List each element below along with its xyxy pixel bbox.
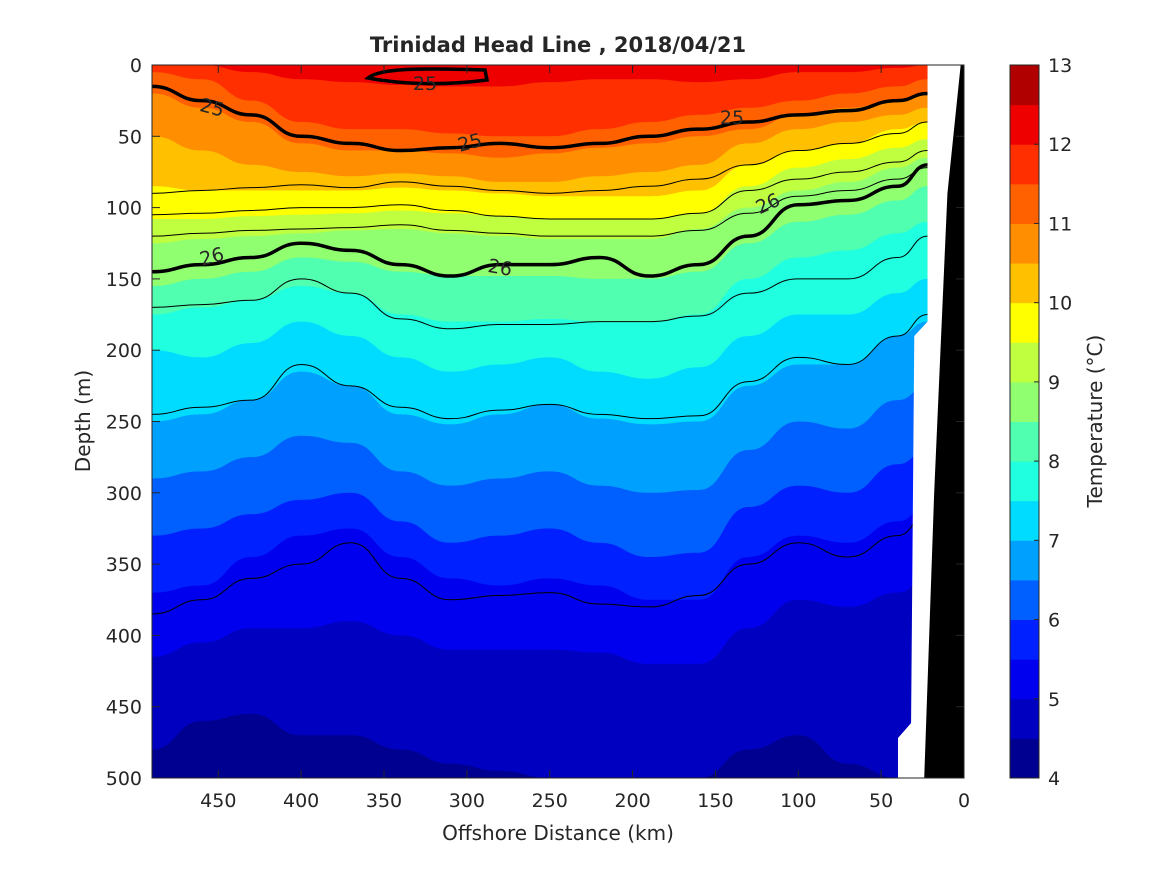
colorbar-swatch — [1010, 540, 1039, 581]
colorbar-swatch — [1010, 738, 1039, 779]
y-tick-label: 200 — [106, 340, 142, 362]
x-tick-label: 400 — [283, 790, 319, 812]
y-tick-label: 350 — [106, 554, 142, 576]
density-contour-26 — [152, 163, 928, 278]
y-axis-label: Depth (m) — [71, 370, 95, 472]
colorbar-tick-label: 12 — [1048, 134, 1072, 156]
x-tick-label: 250 — [532, 790, 568, 812]
y-tick-label: 250 — [106, 412, 142, 434]
colorbar-swatch — [1010, 421, 1039, 462]
density-contour-thin — [152, 167, 928, 237]
colorbar-label: Temperature (°C) — [1083, 335, 1107, 509]
colorbar-swatch — [1010, 144, 1039, 185]
seafloor-region — [924, 65, 964, 778]
colorbar-frame — [1009, 64, 1040, 779]
contour-label: 25 — [413, 73, 437, 95]
density-contour-25 — [152, 84, 928, 153]
temperature-band-5 — [152, 578, 928, 778]
colorbar-tick-label: 11 — [1048, 213, 1072, 235]
colorbar-tick-label: 7 — [1048, 530, 1060, 552]
no-data-notch — [898, 722, 912, 778]
x-axis-label: Offshore Distance (km) — [442, 821, 674, 845]
density-contour-25-loop — [364, 67, 490, 86]
y-tick-label: 400 — [106, 625, 142, 647]
y-tick-label: 300 — [106, 483, 142, 505]
density-contour-thin — [152, 121, 928, 194]
colorbar-swatch — [1010, 65, 1039, 106]
x-tick-label: 450 — [200, 790, 236, 812]
colorbar: 4 5 6 7 8 9 10 11 12 13 — [1009, 55, 1072, 790]
colorbar-tick-label: 13 — [1048, 55, 1072, 77]
colorbar-swatch — [1010, 381, 1039, 422]
colorbar-tick-label: 4 — [1048, 768, 1060, 790]
density-contour-thin — [152, 150, 928, 220]
density-contour-thin — [152, 513, 928, 615]
colorbar-swatch — [1010, 619, 1039, 660]
colorbar-tick-label: 10 — [1048, 293, 1072, 315]
contour-label: 26 — [486, 255, 514, 281]
x-tick-label: 50 — [869, 790, 893, 812]
colorbar-swatch — [1010, 263, 1039, 304]
colorbar-swatch — [1010, 104, 1039, 145]
colorbar-swatch — [1010, 698, 1039, 739]
colorbar-swatch — [1010, 342, 1039, 383]
colorbar-tick-label: 8 — [1048, 451, 1060, 473]
axes: 450 400 350 300 250 200 150 100 50 00501001502002… — [106, 55, 970, 812]
colorbar-swatch — [1010, 223, 1039, 264]
colorbar-tick-label: 6 — [1048, 610, 1060, 632]
y-tick-label: 100 — [106, 198, 142, 220]
x-tick-label: 200 — [614, 790, 650, 812]
x-tick-label: 0 — [958, 790, 970, 812]
colorbar-swatch — [1010, 302, 1039, 343]
colorbar-swatch — [1010, 500, 1039, 541]
y-tick-label: 450 — [106, 697, 142, 719]
colorbar-swatch — [1010, 461, 1039, 502]
colorbar-swatch — [1010, 183, 1039, 224]
y-tick-label: 50 — [118, 126, 142, 148]
y-tick-label: 150 — [106, 269, 142, 291]
x-tick-label: 300 — [449, 790, 485, 812]
x-tick-label: 150 — [697, 790, 733, 812]
density-contour-thin — [152, 235, 928, 330]
density-contour-thin — [152, 314, 928, 420]
y-tick-label: 500 — [106, 768, 142, 790]
colorbar-swatch — [1010, 659, 1039, 700]
chart-title: Trinidad Head Line , 2018/04/21 — [370, 33, 746, 57]
colorbar-swatch — [1010, 579, 1039, 621]
y-tick-label: 0 — [130, 55, 142, 77]
x-tick-label: 100 — [780, 790, 816, 812]
colorbar-tick-label: 9 — [1048, 372, 1060, 394]
colorbar-tick-label: 5 — [1048, 689, 1060, 711]
temperature-band-4.5 — [152, 713, 928, 778]
x-tick-label: 350 — [366, 790, 402, 812]
contour-label: 25 — [720, 107, 744, 129]
